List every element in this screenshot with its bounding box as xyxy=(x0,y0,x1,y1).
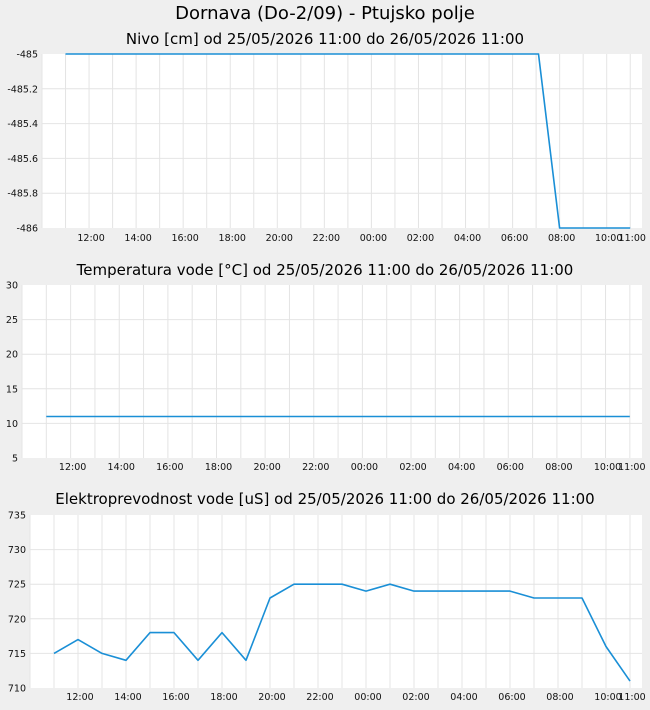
x-tick-label: 12:00 xyxy=(66,692,93,703)
x-tick-label: 10:00 xyxy=(594,692,621,703)
x-tick-label: 10:00 xyxy=(594,462,621,473)
y-tick-label: -485 xyxy=(16,50,38,61)
x-tick-label: 08:00 xyxy=(545,462,572,473)
y-tick-label: 25 xyxy=(6,315,18,326)
x-tick-label: 16:00 xyxy=(162,692,189,703)
chart-title-nivo: Nivo [cm] od 25/05/2026 11:00 do 26/05/2… xyxy=(125,30,525,48)
y-tick-label: 20 xyxy=(6,350,18,361)
x-tick-label: 22:00 xyxy=(313,233,340,244)
y-tick-label: -486 xyxy=(16,224,38,235)
y-tick-label: -485.6 xyxy=(7,154,38,165)
y-tick-label: 10 xyxy=(6,419,18,430)
y-tick-label: 730 xyxy=(8,545,26,556)
x-tick-label: 11:00 xyxy=(618,692,645,703)
page-title: Dornava (Do-2/09) - Ptujsko polje xyxy=(175,3,475,24)
plot-area xyxy=(22,285,642,458)
x-tick-label: 04:00 xyxy=(454,233,481,244)
x-tick-label: 06:00 xyxy=(497,462,524,473)
chart-title-elektroprevodnost: Elektroprevodnost vode [uS] od 25/05/202… xyxy=(55,490,595,508)
x-tick-label: 04:00 xyxy=(448,462,475,473)
x-tick-label: 22:00 xyxy=(302,462,329,473)
x-tick-label: 06:00 xyxy=(501,233,528,244)
x-tick-label: 16:00 xyxy=(171,233,198,244)
x-tick-label: 20:00 xyxy=(266,233,293,244)
x-tick-label: 20:00 xyxy=(253,462,280,473)
x-tick-label: 04:00 xyxy=(450,692,477,703)
y-tick-label: -485.4 xyxy=(7,119,38,130)
x-tick-label: 02:00 xyxy=(407,233,434,244)
x-tick-label: 00:00 xyxy=(360,233,387,244)
x-tick-label: 14:00 xyxy=(108,462,135,473)
x-tick-label: 14:00 xyxy=(114,692,141,703)
x-tick-label: 02:00 xyxy=(402,692,429,703)
x-tick-label: 18:00 xyxy=(210,692,237,703)
x-tick-label: 20:00 xyxy=(258,692,285,703)
y-tick-label: 725 xyxy=(8,580,26,591)
y-tick-label: 715 xyxy=(8,649,26,660)
y-tick-label: 15 xyxy=(6,384,18,395)
plot-area xyxy=(42,54,642,228)
y-tick-label: 720 xyxy=(8,614,26,625)
plot-area xyxy=(30,515,642,688)
y-tick-label: 5 xyxy=(12,454,18,465)
series-line xyxy=(65,53,631,229)
series-line xyxy=(53,583,631,682)
x-tick-label: 08:00 xyxy=(546,692,573,703)
x-tick-label: 00:00 xyxy=(354,692,381,703)
y-tick-label: 30 xyxy=(6,281,18,292)
x-tick-label: 22:00 xyxy=(306,692,333,703)
chart-title-temperatura: Temperatura vode [°C] od 25/05/2026 11:0… xyxy=(76,261,574,279)
x-tick-label: 18:00 xyxy=(205,462,232,473)
y-tick-label: -485.8 xyxy=(7,189,38,200)
y-tick-label: 735 xyxy=(8,511,26,522)
y-tick-label: -485.2 xyxy=(7,84,38,95)
x-tick-label: 11:00 xyxy=(619,233,646,244)
y-tick-label: 710 xyxy=(8,684,26,695)
x-tick-label: 00:00 xyxy=(351,462,378,473)
x-tick-label: 12:00 xyxy=(59,462,86,473)
x-tick-label: 02:00 xyxy=(399,462,426,473)
x-tick-label: 08:00 xyxy=(548,233,575,244)
x-tick-label: 16:00 xyxy=(156,462,183,473)
x-tick-label: 10:00 xyxy=(595,233,622,244)
x-tick-label: 11:00 xyxy=(618,462,645,473)
x-tick-label: 12:00 xyxy=(77,233,104,244)
x-tick-label: 14:00 xyxy=(124,233,151,244)
x-tick-label: 06:00 xyxy=(498,692,525,703)
x-tick-label: 18:00 xyxy=(219,233,246,244)
